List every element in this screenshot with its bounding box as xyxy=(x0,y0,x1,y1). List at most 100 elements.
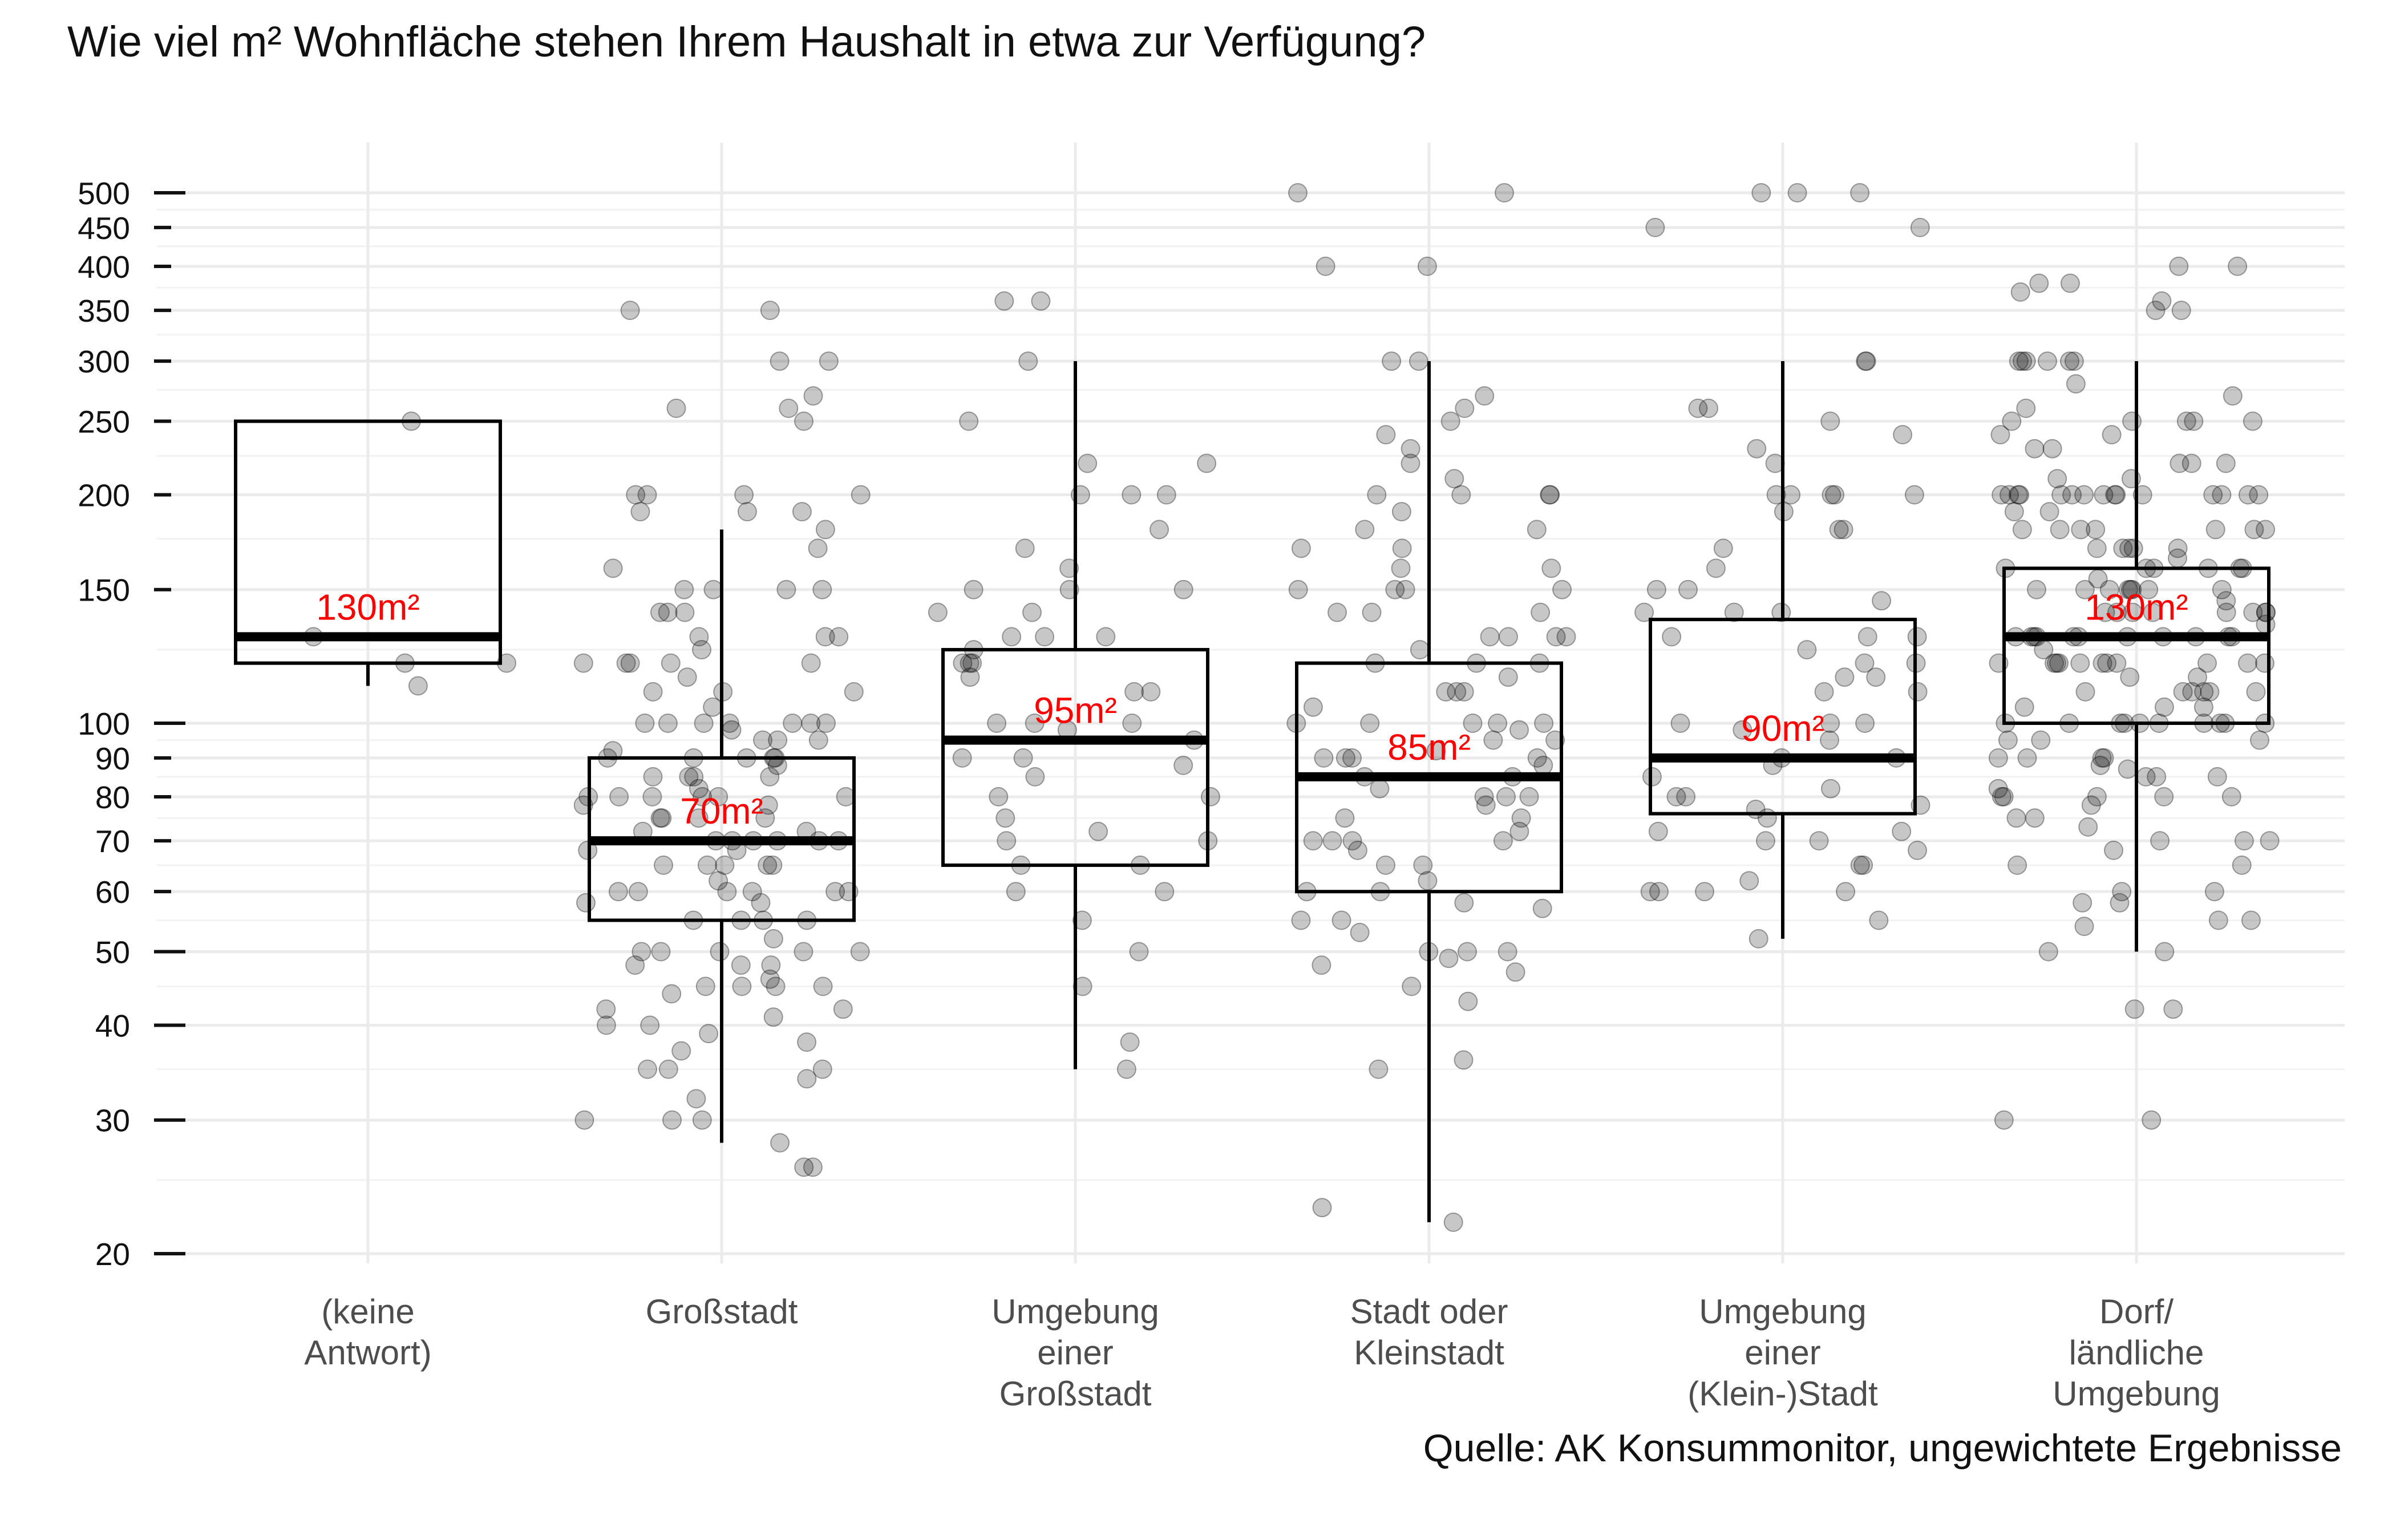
data-point xyxy=(1382,351,1402,371)
data-point xyxy=(1335,808,1355,828)
data-point xyxy=(603,741,623,761)
data-point xyxy=(1122,485,1142,505)
data-point xyxy=(1291,910,1311,930)
data-point xyxy=(808,538,828,558)
data-point xyxy=(2208,910,2228,930)
data-point xyxy=(643,767,663,787)
data-point xyxy=(1288,183,1308,202)
data-point xyxy=(2120,667,2140,687)
data-point xyxy=(1688,398,1708,418)
data-point xyxy=(1018,351,1038,371)
x-tick-label: Antwort) xyxy=(304,1334,431,1372)
y-tick-label: 30 xyxy=(95,1103,130,1138)
data-point xyxy=(2008,485,2028,505)
data-point xyxy=(1418,871,1438,891)
data-point xyxy=(697,855,717,875)
data-point xyxy=(695,976,715,996)
data-point xyxy=(768,730,788,750)
data-point xyxy=(825,882,845,902)
data-point xyxy=(760,969,780,989)
data-point xyxy=(1072,976,1092,996)
data-point xyxy=(1649,882,1669,902)
data-point xyxy=(1988,748,2008,768)
data-point xyxy=(1756,831,1775,851)
data-point xyxy=(625,955,645,975)
data-point xyxy=(675,602,695,622)
data-point xyxy=(710,942,730,962)
data-point xyxy=(816,714,836,733)
data-point xyxy=(792,502,812,522)
data-point xyxy=(2176,411,2196,431)
data-point xyxy=(632,942,651,962)
data-point xyxy=(1910,217,1930,237)
data-point xyxy=(1857,627,1877,647)
data-point xyxy=(1458,942,1477,962)
data-point xyxy=(755,808,775,828)
data-point xyxy=(1288,579,1308,599)
data-point xyxy=(1458,991,1478,1011)
data-point xyxy=(1855,714,1875,733)
data-point xyxy=(1646,579,1666,599)
data-point xyxy=(2073,893,2093,913)
data-point xyxy=(1496,787,1516,807)
data-point xyxy=(2154,697,2174,717)
data-point xyxy=(2238,653,2257,673)
data-point xyxy=(997,831,1017,851)
data-point xyxy=(758,855,778,875)
data-point xyxy=(1678,579,1698,599)
data-point xyxy=(1455,398,1475,418)
data-point xyxy=(1454,682,1474,702)
data-point xyxy=(1013,748,1033,768)
data-point xyxy=(2118,759,2138,779)
data-point xyxy=(815,627,835,647)
x-tick-label: Stadt oder xyxy=(1350,1292,1508,1331)
data-point xyxy=(1200,787,1220,807)
data-point xyxy=(2071,520,2091,540)
data-point xyxy=(2113,538,2133,558)
data-point xyxy=(2154,787,2174,807)
data-point xyxy=(1350,922,1370,942)
data-point xyxy=(2002,411,2022,431)
data-point xyxy=(2143,602,2163,622)
data-point xyxy=(661,653,681,673)
data-point xyxy=(1666,787,1686,807)
data-point xyxy=(797,1069,817,1089)
data-point xyxy=(753,730,772,750)
data-point xyxy=(1402,976,1422,996)
data-point xyxy=(1335,748,1355,768)
data-point xyxy=(2106,485,2126,505)
data-point xyxy=(794,942,813,962)
data-point xyxy=(763,1007,783,1027)
data-point xyxy=(1413,855,1433,875)
y-tick-label: 150 xyxy=(78,573,130,608)
data-point xyxy=(1342,748,1362,768)
data-point xyxy=(1699,398,1718,418)
data-point xyxy=(658,714,678,733)
data-point xyxy=(1998,730,2018,750)
data-point xyxy=(2004,502,2024,522)
data-point xyxy=(731,955,751,975)
data-point xyxy=(797,1032,817,1052)
data-point xyxy=(1312,1198,1332,1218)
data-point xyxy=(2221,787,2241,807)
data-point xyxy=(637,485,657,505)
box xyxy=(2002,566,2270,725)
data-point xyxy=(709,871,728,891)
data-point xyxy=(1150,520,1169,540)
data-point xyxy=(2207,767,2227,787)
data-point xyxy=(1822,485,1841,505)
data-point xyxy=(2184,411,2204,431)
data-point xyxy=(1312,955,1331,975)
data-point xyxy=(652,808,672,828)
y-tick-label: 350 xyxy=(78,293,130,329)
data-point xyxy=(776,579,796,599)
data-point xyxy=(1733,720,1753,740)
data-point xyxy=(2216,453,2236,473)
data-point xyxy=(1546,627,1566,647)
data-point xyxy=(801,653,821,673)
data-point xyxy=(2150,831,2170,851)
data-point xyxy=(694,714,714,733)
data-point xyxy=(2025,808,2045,828)
data-point xyxy=(2012,520,2032,540)
data-point xyxy=(640,1015,660,1035)
